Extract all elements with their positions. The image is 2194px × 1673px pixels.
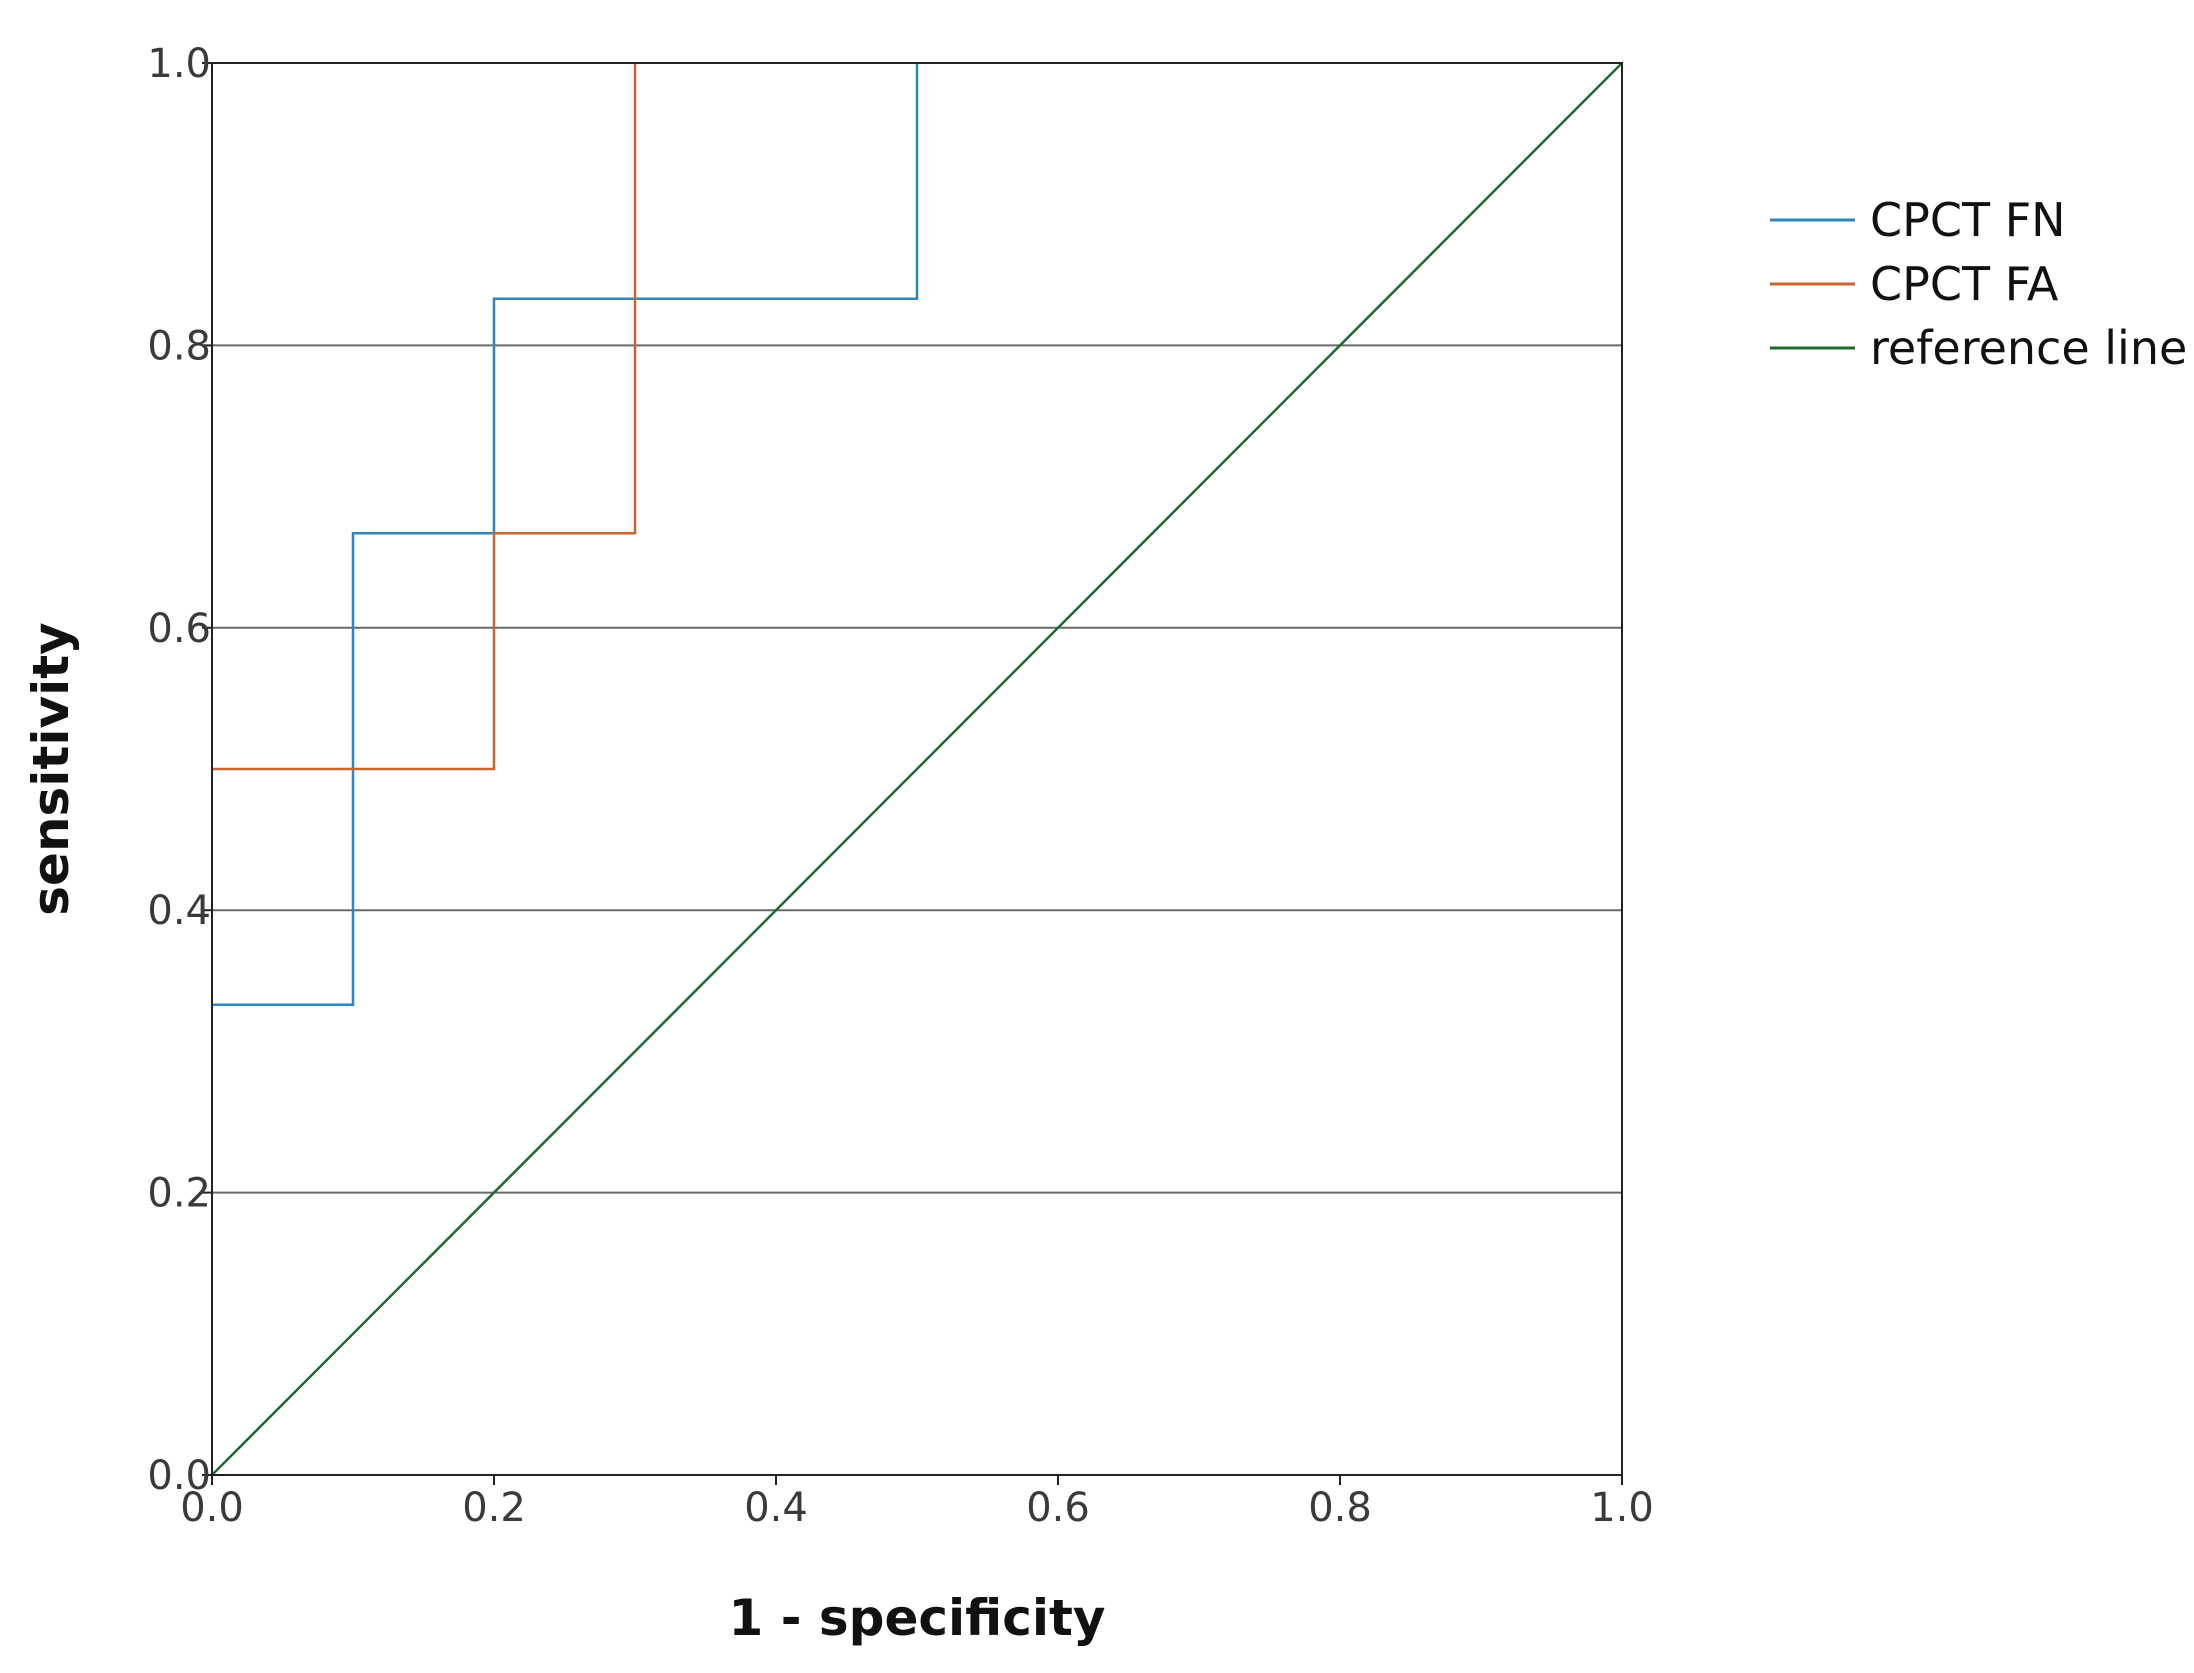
y-axis-title: sensitivity (22, 622, 80, 915)
y-tick-label-3: 0.6 (147, 606, 211, 652)
y-tick-label-4: 0.8 (147, 323, 211, 369)
legend-label-2: reference line (1870, 321, 2187, 375)
axis-ticks: 0.0 0.2 0.4 0.6 0.8 1.0 0.0 0.2 0.4 0.6 0.8 1.0 (147, 41, 1653, 1531)
legend-label-0: CPCT FN (1870, 193, 2066, 247)
series-lines (211, 62, 1623, 1476)
y-tick-label-1: 0.2 (147, 1171, 211, 1217)
y-tick-label-0: 0.0 (147, 1453, 211, 1499)
x-tick-label-4: 0.8 (1308, 1485, 1372, 1531)
series-line-1 (212, 63, 637, 771)
gridlines (212, 344, 1622, 1194)
y-tick-label-2: 0.4 (147, 888, 211, 934)
plot-frame (211, 62, 1623, 1476)
x-tick-label-5: 1.0 (1590, 1485, 1654, 1531)
legend-label-1: CPCT FA (1870, 257, 2059, 311)
x-tick-label-3: 0.6 (1026, 1485, 1090, 1531)
series-line-2 (211, 62, 1623, 1476)
x-tick-label-0: 0.0 (180, 1485, 244, 1531)
x-axis-title: 1 - specificity (729, 1589, 1106, 1647)
x-tick-label-1: 0.2 (462, 1485, 526, 1531)
legend: CPCT FN CPCT FA reference line (1770, 193, 2187, 375)
x-tick-label-2: 0.4 (744, 1485, 808, 1531)
y-tick-label-5: 1.0 (147, 41, 211, 87)
